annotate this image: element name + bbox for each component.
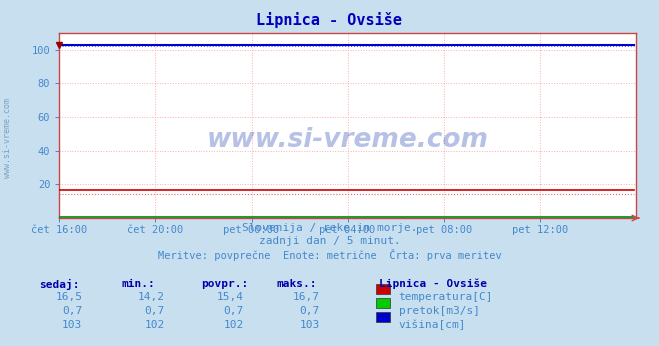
Text: višina[cm]: višina[cm] (399, 320, 466, 330)
Text: Lipnica - Ovsiše: Lipnica - Ovsiše (256, 12, 403, 28)
Text: zadnji dan / 5 minut.: zadnji dan / 5 minut. (258, 236, 401, 246)
Text: temperatura[C]: temperatura[C] (399, 292, 493, 302)
Text: Lipnica - Ovsiše: Lipnica - Ovsiše (379, 279, 487, 289)
Text: pretok[m3/s]: pretok[m3/s] (399, 306, 480, 316)
Text: 0,7: 0,7 (62, 306, 82, 316)
Text: maks.:: maks.: (277, 279, 317, 289)
Text: www.si-vreme.com: www.si-vreme.com (207, 127, 488, 153)
Text: sedaj:: sedaj: (40, 279, 80, 290)
Text: 103: 103 (299, 320, 320, 330)
Text: 103: 103 (62, 320, 82, 330)
Text: www.si-vreme.com: www.si-vreme.com (3, 98, 13, 179)
Text: Slovenija / reke in morje.: Slovenija / reke in morje. (242, 223, 417, 233)
Text: 15,4: 15,4 (217, 292, 244, 302)
Text: 16,5: 16,5 (55, 292, 82, 302)
Text: 102: 102 (223, 320, 244, 330)
Text: 0,7: 0,7 (223, 306, 244, 316)
Text: 14,2: 14,2 (138, 292, 165, 302)
Text: povpr.:: povpr.: (201, 279, 248, 289)
Text: Meritve: povprečne  Enote: metrične  Črta: prva meritev: Meritve: povprečne Enote: metrične Črta:… (158, 249, 501, 262)
Text: 16,7: 16,7 (293, 292, 320, 302)
Text: 0,7: 0,7 (144, 306, 165, 316)
Text: min.:: min.: (122, 279, 156, 289)
Text: 102: 102 (144, 320, 165, 330)
Text: 0,7: 0,7 (299, 306, 320, 316)
